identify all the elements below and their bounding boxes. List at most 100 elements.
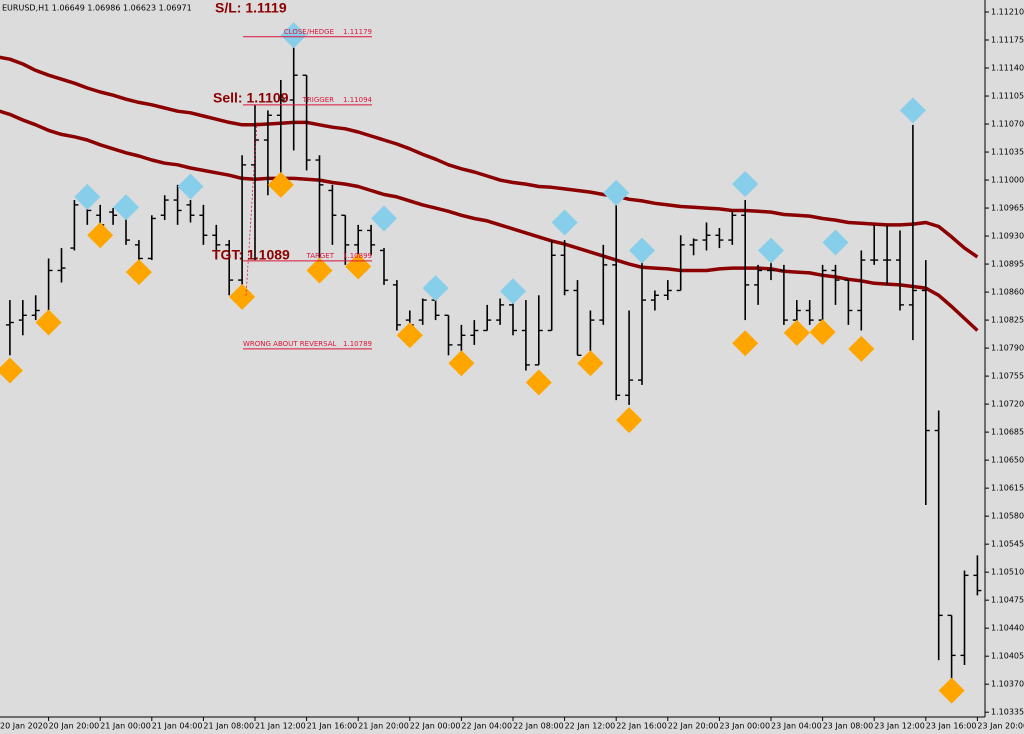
- signal-diamond: [229, 283, 256, 310]
- y-tick-label: 1.11175: [991, 36, 1024, 45]
- signal-diamond: [74, 183, 101, 210]
- signal-diamond: [345, 253, 372, 280]
- annotation: Sell: 1.1109: [213, 90, 289, 106]
- x-tick-label: 23 Jan 00:00: [719, 722, 770, 731]
- y-tick-label: 1.10860: [991, 288, 1024, 297]
- levels: CLOSE/HEDGE 1.11179 TRIGGER 1.11094 TARGET 1.…: [243, 28, 373, 350]
- x-tick-label: 22 Jan 16:00: [616, 722, 667, 731]
- y-tick-label: 1.10650: [991, 456, 1024, 465]
- annotation: TGT: 1.1089: [212, 247, 290, 263]
- moving-average: [0, 55, 979, 259]
- signal-diamond: [525, 369, 552, 396]
- annotation: S/L: 1.1119: [215, 0, 287, 16]
- signal-diamond: [87, 222, 114, 249]
- signals: [0, 22, 965, 704]
- trade-connector: [245, 121, 258, 297]
- y-tick-label: 1.10440: [991, 624, 1024, 633]
- x-tick-label: 22 Jan 08:00: [513, 722, 564, 731]
- level-value: 1.11179: [343, 28, 372, 36]
- y-tick-label: 1.10545: [991, 540, 1024, 549]
- signal-diamond: [732, 171, 759, 198]
- signal-diamond: [448, 350, 475, 377]
- y-tick-label: 1.10755: [991, 372, 1024, 381]
- moving-averages: [0, 55, 979, 332]
- signal-diamond: [848, 335, 875, 362]
- x-tick-label: 21 Jan 20:00: [358, 722, 409, 731]
- x-tick-label: 22 Jan 00:00: [410, 722, 461, 731]
- y-tick-label: 1.10335: [991, 708, 1024, 717]
- signal-diamond: [758, 237, 784, 264]
- x-tick-label: 22 Jan 20:00: [668, 722, 719, 731]
- y-tick-label: 1.10895: [991, 260, 1024, 269]
- signal-diamond: [899, 97, 926, 124]
- y-tick-label: 1.11070: [991, 120, 1024, 129]
- signal-diamond: [603, 179, 630, 206]
- level-value: 1.11094: [343, 96, 372, 104]
- x-tick-label: 23 Jan 04:00: [771, 722, 822, 731]
- y-tick-label: 1.10790: [991, 344, 1024, 353]
- signal-diamond: [0, 357, 23, 384]
- x-tick-label: 23 Jan 20:00: [977, 722, 1024, 731]
- signal-diamond: [732, 330, 759, 357]
- y-tick-label: 1.10370: [991, 680, 1024, 689]
- symbol-header: EURUSD,H1 1.06649 1.06986 1.06623 1.0697…: [2, 4, 192, 13]
- y-tick-label: 1.10825: [991, 316, 1024, 325]
- y-tick-label: 1.10720: [991, 400, 1024, 409]
- level-label: TARGET: [305, 252, 334, 260]
- signal-diamond: [822, 229, 849, 256]
- x-tick-label: 21 Jan 08:00: [203, 722, 254, 731]
- signal-diamond: [267, 171, 294, 198]
- y-tick-label: 1.11035: [991, 148, 1024, 157]
- x-tick-label: 20 Jan 20:00: [49, 722, 100, 731]
- y-tick-label: 1.10580: [991, 512, 1024, 521]
- x-tick-label: 21 Jan 12:00: [255, 722, 306, 731]
- axes: 1.11210 1.11175 1.11140 1.11105 1.11070 1.110…: [0, 8, 1024, 731]
- signal-diamond: [35, 309, 62, 336]
- signal-diamond: [396, 322, 423, 349]
- signal-diamond: [306, 257, 333, 284]
- plot-area: 1.11210 1.11175 1.11140 1.11105 1.11070 1.110…: [0, 8, 1024, 731]
- signal-diamond: [371, 205, 397, 232]
- level-value: 1.10789: [343, 340, 372, 348]
- y-tick-label: 1.10930: [991, 232, 1024, 241]
- signal-diamond: [938, 677, 965, 704]
- signal-diamond: [177, 173, 204, 200]
- y-tick-label: 1.11105: [991, 92, 1024, 101]
- y-tick-label: 1.11210: [991, 8, 1024, 17]
- x-tick-label: 22 Jan 04:00: [461, 722, 512, 731]
- signal-diamond: [783, 319, 810, 346]
- signal-diamond: [113, 194, 139, 221]
- x-tick-label: 21 Jan 16:00: [307, 722, 358, 731]
- y-tick-label: 1.11140: [991, 64, 1024, 73]
- signal-diamond: [500, 278, 526, 305]
- y-tick-label: 1.10475: [991, 596, 1024, 605]
- signal-diamond: [280, 22, 307, 49]
- signal-diamond: [125, 259, 152, 286]
- y-tick-label: 1.10965: [991, 204, 1024, 213]
- signal-diamond: [551, 209, 578, 236]
- x-tick-label: 20 Jan 2020: [0, 722, 48, 731]
- level-label: CLOSE/HEDGE: [284, 28, 334, 36]
- signal-diamond: [577, 350, 604, 377]
- moving-average: [0, 109, 979, 332]
- x-tick-label: 22 Jan 12:00: [565, 722, 616, 731]
- x-tick-label: 23 Jan 12:00: [874, 722, 925, 731]
- level-value: 1.10899: [343, 252, 372, 260]
- y-tick-label: 1.10685: [991, 428, 1024, 437]
- y-tick-label: 1.10615: [991, 484, 1024, 493]
- signal-diamond: [629, 237, 655, 264]
- signal-diamond: [422, 275, 449, 302]
- x-tick-label: 23 Jan 16:00: [926, 722, 977, 731]
- x-tick-label: 21 Jan 04:00: [152, 722, 203, 731]
- x-tick-label: 21 Jan 00:00: [100, 722, 151, 731]
- y-tick-label: 1.10510: [991, 568, 1024, 577]
- signal-diamond: [616, 407, 643, 434]
- x-tick-label: 23 Jan 08:00: [823, 722, 874, 731]
- y-tick-label: 1.11000: [991, 176, 1024, 185]
- level-label: TRIGGER: [302, 96, 334, 104]
- level-label: WRONG ABOUT REVERSAL: [243, 340, 337, 348]
- y-tick-label: 1.10405: [991, 652, 1024, 661]
